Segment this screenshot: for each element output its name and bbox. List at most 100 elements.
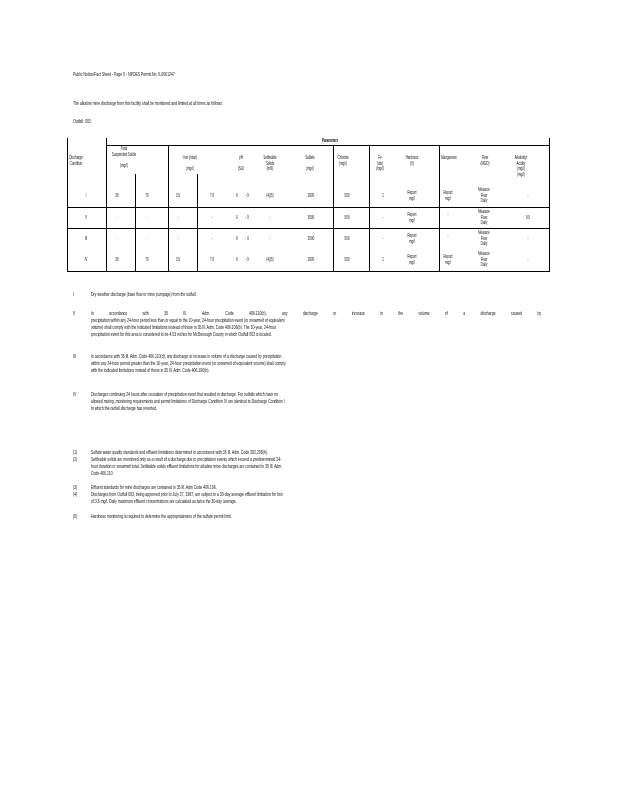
header-settleable-solids: Settleable Solids (ml/l) bbox=[263, 155, 277, 173]
discharge-condition-text-line: volume) shall comply with the indicated … bbox=[91, 325, 277, 331]
table-border bbox=[67, 228, 550, 229]
table-cell: - bbox=[146, 215, 148, 221]
table-cell: - bbox=[382, 215, 384, 221]
table-cell: 7.0 bbox=[209, 193, 215, 199]
table-cell: 70 bbox=[145, 257, 149, 263]
discharge-condition-text-line: allowed mixing, monitoring requirements … bbox=[91, 399, 285, 405]
discharge-condition-text-line: In accordance with 35 Ill. Adm. Code 406… bbox=[91, 311, 542, 317]
table-cell: - bbox=[146, 236, 148, 242]
discharge-condition-text-line: Discharges continuing 24 hours after ces… bbox=[91, 392, 279, 398]
table-cell: - bbox=[211, 215, 213, 221]
table-border bbox=[369, 145, 370, 271]
footnote-text-line: Code 406.110. bbox=[91, 471, 114, 477]
discharge-condition-text-line: within any 24-hour period greater than t… bbox=[91, 361, 286, 367]
table-cell: - 9 bbox=[245, 257, 249, 263]
table-cell: - bbox=[382, 236, 384, 242]
table-border bbox=[439, 145, 440, 271]
table-cell: Measure Flow Daily bbox=[478, 187, 490, 205]
table-border bbox=[67, 207, 550, 208]
footnote-text-line: Hardness monitoring is required to deter… bbox=[91, 514, 232, 520]
table-cell: Report mg/l bbox=[443, 190, 453, 202]
table-cell: 6 bbox=[236, 215, 238, 221]
table-border bbox=[549, 138, 550, 271]
table-border bbox=[67, 138, 68, 271]
table-cell: 3.5 bbox=[175, 193, 181, 199]
table-border bbox=[333, 145, 334, 271]
table-cell: 500 bbox=[344, 193, 350, 199]
table-border bbox=[67, 271, 550, 272]
table-cell: 70 bbox=[145, 193, 149, 199]
table-cell: - bbox=[527, 236, 529, 242]
table-cell: Report mg/l bbox=[407, 190, 417, 202]
table-cell: 3500 bbox=[307, 215, 315, 221]
discharge-condition-text-line: In accordance with 35 Ill. Adm. Code 406… bbox=[91, 354, 282, 360]
table-cell: 1 bbox=[382, 193, 384, 199]
table-cell: III bbox=[84, 236, 88, 242]
discharge-condition-number: I bbox=[73, 292, 74, 298]
table-cell: (4)(5) bbox=[266, 257, 274, 263]
header-ph: pH (SU) bbox=[237, 155, 245, 173]
table-cell: - bbox=[447, 233, 449, 239]
table-cell: - 9 bbox=[245, 215, 249, 221]
table-cell: 3500 bbox=[307, 236, 315, 242]
table-border bbox=[106, 138, 107, 271]
table-cell: - bbox=[269, 236, 271, 242]
table-cell: - bbox=[177, 215, 179, 221]
table-cell: - bbox=[447, 212, 449, 218]
header-alkalinity: Alkalinity/Acidity (mg/l) (mg/l) bbox=[514, 155, 528, 178]
table-cell: 6 bbox=[236, 257, 238, 263]
table-cell: 500 bbox=[344, 215, 350, 221]
table-border bbox=[168, 145, 169, 271]
table-cell: Measure Flow Daily bbox=[478, 209, 490, 227]
table-border bbox=[106, 145, 550, 146]
footnote-number: (4) bbox=[73, 492, 78, 498]
table-cell: - 9 bbox=[245, 236, 249, 242]
footnote-text-line: Effluent standards for mine discharges a… bbox=[91, 485, 217, 491]
table-border bbox=[197, 174, 198, 271]
discharge-condition-text-line: with the indicated limitations instead o… bbox=[91, 368, 210, 374]
footnote-text-line: Settleable solids are monitored only as … bbox=[91, 457, 282, 463]
table-cell: IV bbox=[84, 257, 88, 263]
table-cell: Measure Flow Daily bbox=[478, 230, 490, 248]
discharge-condition-text-line: Dry weather discharge (base flow or mine… bbox=[91, 292, 197, 298]
footnote-text-line: of 3.5 mg/l. Daily maximum effluent conc… bbox=[91, 499, 237, 505]
footnote-number: (5) bbox=[73, 514, 78, 520]
parameters-header: Parameters bbox=[321, 138, 339, 144]
outfall-label: Outfall: 003 bbox=[73, 119, 91, 125]
table-cell: - bbox=[116, 215, 118, 221]
header-fe-dissolved: Fe (dis) (mg/l) bbox=[376, 155, 384, 173]
table-cell: - bbox=[177, 236, 179, 242]
table-cell: 35 bbox=[115, 193, 119, 199]
footnote-number: (2) bbox=[73, 457, 78, 463]
discharge-condition-text-line: to which the outfall discharge has rever… bbox=[91, 406, 157, 412]
table-cell: I bbox=[85, 193, 87, 199]
table-cell: - bbox=[269, 215, 271, 221]
table-cell: (4)(5) bbox=[266, 193, 274, 199]
header-manganese: Manganese bbox=[441, 155, 457, 161]
table-cell: Measure Flow Daily bbox=[478, 251, 490, 269]
table-cell: 3500 bbox=[307, 193, 315, 199]
footnote-text-line: Discharges from Outfall 003, being appro… bbox=[91, 492, 283, 498]
table-cell: Report mg/l bbox=[407, 212, 417, 224]
table-cell: 3500 bbox=[307, 257, 315, 263]
table-cell: - 9 bbox=[245, 193, 249, 199]
intro-text: The alkaline mine discharge from this fa… bbox=[73, 101, 223, 107]
footnote-text-line: hour duration or snowmelt total. Settlea… bbox=[91, 464, 283, 470]
header-hardness: Hardness (5) bbox=[405, 155, 419, 167]
table-cell: Report mg/l bbox=[407, 254, 417, 266]
footnote-number: (1) bbox=[73, 450, 78, 456]
header-iron: Iron (total) (mg/l) bbox=[183, 155, 197, 173]
footnote-number: (3) bbox=[73, 485, 78, 491]
discharge-condition-number: IV bbox=[73, 392, 77, 398]
table-cell: 6 bbox=[236, 193, 238, 199]
discharge-condition-number: II bbox=[73, 311, 75, 317]
footnote-text-line: Sulfate water quality standards and effl… bbox=[91, 450, 268, 456]
header-chloride: Chloride (mg/l) bbox=[337, 155, 349, 167]
header-sulfate: Sulfate (mg/l) bbox=[305, 155, 315, 173]
table-cell: 6 bbox=[236, 236, 238, 242]
table-border bbox=[135, 174, 136, 271]
table-cell: 35 bbox=[115, 257, 119, 263]
header-flow: Flow (MGD) bbox=[480, 155, 490, 167]
discharge-condition-text-line: precipitation event for this area is con… bbox=[91, 332, 272, 338]
table-cell: Report mg/l bbox=[443, 254, 453, 266]
